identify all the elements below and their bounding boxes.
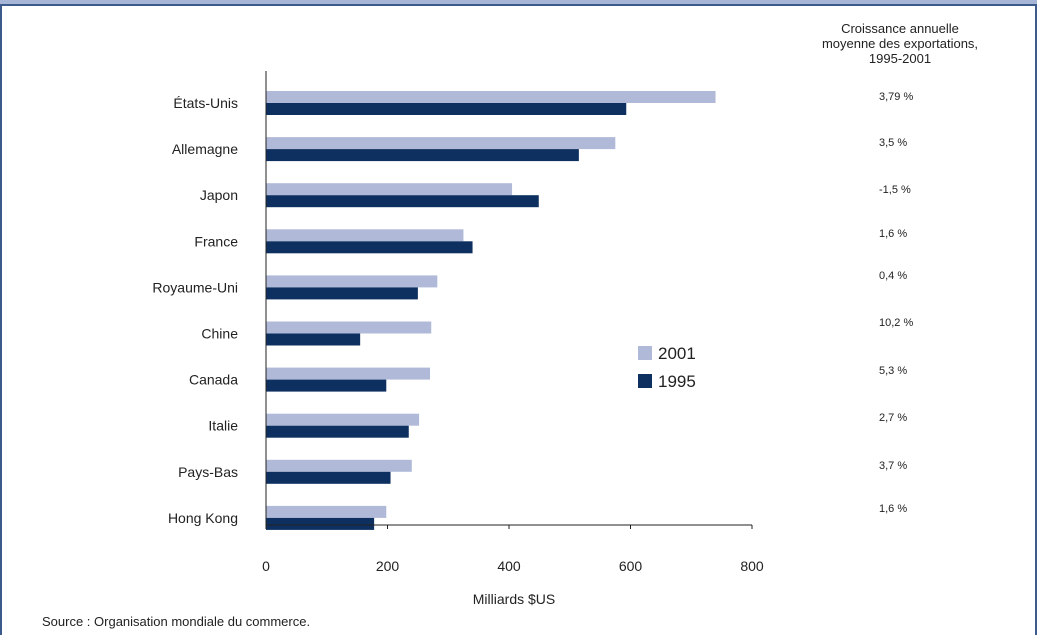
bar-2001 [266,505,387,518]
bar-1995 [266,425,409,438]
growth-value: 1,6 % [879,503,908,515]
top-banner [0,0,1037,6]
bar-2001 [266,459,412,472]
growth-value: 5,3 % [879,365,908,377]
bar-2001 [266,183,513,196]
category-label: Canada [189,372,238,388]
bar-1995 [266,333,361,346]
growth-value: 3,79 % [879,91,914,103]
growth-value: 3,5 % [879,137,908,149]
bar-1995 [266,517,375,530]
bar-2001 [266,413,420,426]
growth-header-line-1: Croissance annuelle [841,21,959,36]
category-label: Royaume-Uni [152,279,238,295]
category-label: Chine [201,326,238,342]
category-label: Italie [208,418,238,434]
growth-header-line-3: 1995-2001 [868,51,932,66]
legend-label: 2001 [658,344,696,363]
bar-2001 [266,275,438,288]
bar-1995 [266,149,579,162]
category-label: France [194,233,238,249]
legend-swatch-2001 [638,346,652,360]
category-label: Hong Kong [168,510,238,526]
bar-1995 [266,379,387,392]
x-axis-label: Milliards $US [473,591,555,607]
bar-1995 [266,195,539,208]
legend-label: 1995 [658,372,696,391]
category-label: Japon [200,187,238,203]
x-tick-label: 400 [497,558,521,574]
growth-value: 1,6 % [879,228,908,240]
bar-1995 [266,103,627,115]
growth-header: Croissance annuelle moyenne des exportat… [790,21,1010,66]
bar-1995 [266,287,418,300]
x-tick-label: 200 [376,558,400,574]
bar-2001 [266,229,464,242]
category-label: États-Unis [173,95,238,111]
source-note: Source : Organisation mondiale du commer… [42,614,311,629]
growth-header-line-2: moyenne des exportations, [821,36,979,51]
x-tick-label: 0 [262,558,270,574]
bar-1995 [266,471,391,484]
x-tick-label: 600 [619,558,643,574]
bar-1995 [266,241,473,254]
category-label: Allemagne [172,141,238,157]
x-tick-label: 800 [740,558,764,574]
growth-value: 10,2 % [879,317,914,329]
bar-2001 [266,367,431,380]
category-label: Pays-Bas [178,464,238,480]
bar-2001 [266,321,432,334]
growth-value: 3,7 % [879,460,908,472]
bar-2001 [266,137,616,150]
growth-value: 0,4 % [879,270,908,282]
legend-swatch-1995 [638,374,652,388]
growth-value: 2,7 % [879,412,908,424]
growth-value: -1,5 % [879,184,911,196]
bar-2001 [266,91,716,103]
